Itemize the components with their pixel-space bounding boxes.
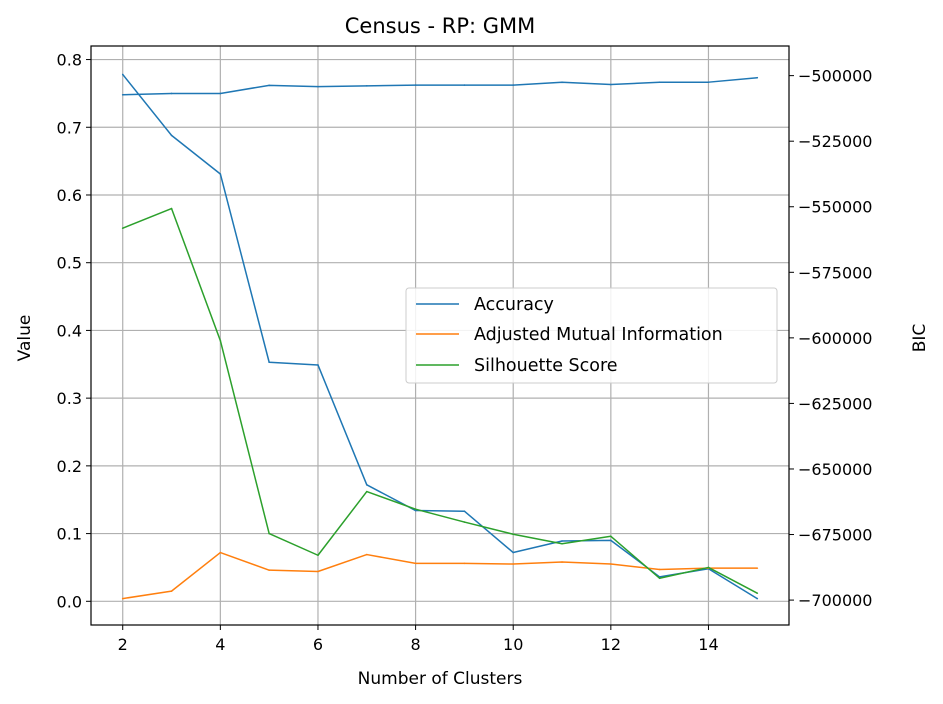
y-tick-label: 0.7 (57, 118, 82, 137)
y-right-tick-label: −500000 (798, 67, 872, 86)
y-right-tick-label: −625000 (798, 394, 872, 413)
x-tick-label: 12 (601, 635, 621, 654)
ticks: 2 4 6 8 10 12 14 0.0 0.1 0.2 0.3 0.4 0.5 0.6 0.7 0.8 −50… (57, 51, 873, 654)
data-point (561, 81, 563, 83)
legend-label-accuracy: Accuracy (474, 295, 554, 315)
x-tick-label: 8 (411, 635, 421, 654)
data-point (414, 508, 417, 511)
x-tick-label: 10 (503, 635, 523, 654)
data-point (219, 92, 222, 95)
legend-label-silhouette: Silhouette Score (474, 356, 618, 376)
data-point (707, 566, 710, 569)
data-point (365, 484, 368, 486)
data-point (365, 490, 368, 493)
x-axis-label: Number of Clusters (358, 669, 523, 689)
data-point (365, 85, 368, 87)
data-point (463, 510, 466, 513)
data-point (268, 84, 270, 87)
y-tick-label: 0.5 (57, 254, 82, 273)
data-point (658, 568, 661, 571)
y-tick-label: 0.8 (57, 51, 82, 70)
y-tick-label: 0.4 (57, 321, 82, 340)
series-line-bic (122, 76, 758, 96)
data-point (610, 563, 612, 565)
data-point (414, 84, 417, 86)
data-point (561, 542, 563, 545)
data-point (512, 551, 515, 554)
x-tick-label: 4 (215, 635, 225, 654)
y-tick-label: 0.6 (57, 186, 82, 205)
y-tick-label: 0.1 (57, 525, 82, 544)
data-point (317, 554, 319, 557)
data-point (463, 84, 466, 86)
x-tick-label: 2 (118, 635, 128, 654)
series-line-adjusted-mutual-information (122, 551, 758, 600)
y-tick-label: 0.0 (57, 592, 82, 611)
data-point (756, 76, 759, 79)
y-right-tick-label: −550000 (798, 198, 872, 217)
plot-frame (90, 45, 790, 626)
legend-label-ami: Adjusted Mutual Information (474, 325, 723, 345)
data-point (512, 533, 515, 536)
data-point (170, 92, 173, 95)
y-right-tick-label: −525000 (798, 132, 872, 151)
data-point (121, 93, 124, 96)
y-right-tick-label: −675000 (798, 526, 872, 545)
data-point (610, 539, 612, 542)
data-point (463, 521, 466, 523)
data-point (610, 83, 612, 86)
y-right-tick-label: −575000 (798, 263, 872, 282)
y-right-tick-label: −600000 (798, 329, 872, 348)
x-tick-label: 14 (698, 635, 718, 654)
data-point (414, 562, 417, 565)
data-point (219, 173, 222, 175)
data-point (170, 590, 173, 592)
series-lines (121, 73, 759, 600)
data-point (365, 553, 368, 556)
data-point (561, 561, 563, 563)
data-point (561, 540, 563, 542)
data-point (658, 81, 661, 83)
data-point (317, 85, 319, 88)
y-right-tick-label: −650000 (798, 460, 872, 479)
data-point (268, 569, 270, 571)
data-point (268, 532, 270, 535)
data-point (268, 361, 270, 364)
data-point (170, 134, 173, 137)
chart-title: Census - RP: GMM (345, 14, 536, 38)
data-point (121, 227, 124, 229)
data-point (756, 592, 759, 594)
data-point (512, 563, 515, 565)
data-point (317, 570, 319, 573)
y-right-axis-label: BIC (910, 324, 930, 353)
data-point (317, 364, 319, 366)
x-tick-label: 6 (313, 635, 323, 654)
data-point (756, 567, 759, 569)
legend-box (405, 287, 778, 384)
data-point (463, 562, 466, 565)
y-tick-label: 0.2 (57, 457, 82, 476)
data-point (219, 339, 222, 342)
grid (91, 46, 789, 625)
y-axis-label: Value (15, 315, 35, 362)
data-point (610, 535, 612, 538)
y-tick-label: 0.3 (57, 389, 82, 408)
legend: Accuracy Adjusted Mutual Information Sil… (405, 287, 778, 384)
series-line-silhouette-score (122, 207, 758, 594)
data-point (512, 84, 515, 86)
data-point (414, 509, 417, 512)
y-right-tick-label: −700000 (798, 591, 872, 610)
data-point (121, 597, 124, 600)
data-point (658, 577, 661, 580)
data-point (219, 551, 222, 554)
data-point (756, 597, 759, 600)
data-point (170, 207, 173, 210)
data-point (707, 81, 710, 83)
data-point (121, 73, 124, 76)
